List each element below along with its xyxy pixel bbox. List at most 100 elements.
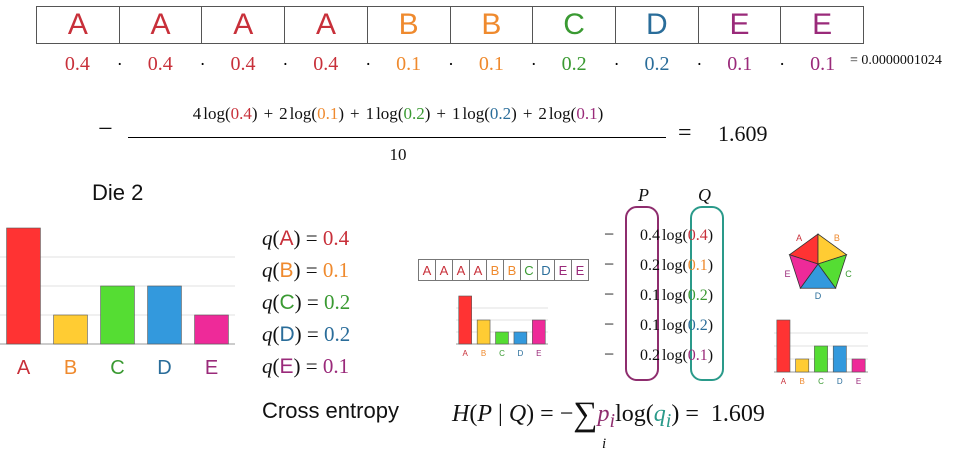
cross-entropy-formula: H(P | Q) = −∑pilog(qi) = 1.609	[452, 396, 765, 433]
q-letter: B	[279, 259, 294, 282]
probability-row: 0.4 · 0.4 · 0.4 · 0.4 · 0.1 · 0.1 · 0.2 · 0.2 · 0.1 · 0.1	[36, 50, 864, 78]
sequence-cell: C	[533, 7, 616, 43]
q-letter: E	[279, 355, 294, 378]
bar-A	[6, 227, 41, 345]
prob-value: 0.1	[396, 53, 422, 75]
pentagon-label: B	[834, 233, 840, 243]
ce-Q: Q	[508, 401, 527, 427]
term-log: log	[462, 104, 485, 123]
term-log: log	[203, 104, 225, 123]
small-seq-cell: A	[453, 260, 470, 280]
prob-cell: 0.4 ·	[284, 50, 371, 78]
bar-C	[100, 285, 135, 345]
q-symbol: q	[262, 322, 273, 346]
q-list: q(A) = 0.4 q(B) = 0.1 q(C) = 0.2 q(D) = 0.2…	[262, 222, 350, 382]
tick-label-E: E	[536, 349, 541, 358]
numerator-term: 2 log(0.1)	[279, 104, 344, 123]
term-prob: 0.4	[230, 104, 252, 123]
small-seq-cell: A	[436, 260, 453, 280]
bar-B	[795, 358, 810, 373]
prob-cell: 0.4 ·	[202, 50, 288, 78]
sequence-cell: A	[120, 7, 203, 43]
multiply-dot: ·	[447, 54, 454, 74]
plus-sign: +	[436, 104, 446, 123]
q-line: q(E) = 0.1	[262, 354, 350, 378]
pq-minus: −	[604, 344, 615, 364]
tick-label-D: D	[518, 349, 524, 358]
prob-value: 0.2	[644, 53, 670, 75]
term-prob: 0.2	[403, 104, 425, 123]
pq-minus: −	[604, 224, 615, 244]
pq-log: log	[662, 257, 683, 274]
die-bar-chart: A B C D E	[0, 227, 235, 379]
pq-q-value: 0.4	[687, 227, 708, 244]
tick-label-E: E	[205, 357, 218, 379]
q-line: q(A) = 0.4	[262, 226, 350, 250]
pq-p-value: 0.2	[640, 257, 660, 274]
bar-E	[851, 358, 866, 373]
q-value: 0.2	[324, 290, 351, 314]
q-letter: D	[279, 323, 295, 346]
ce-minus: −	[559, 401, 574, 427]
pq-q-value: 0.1	[687, 257, 708, 274]
pq-p-value: 0.4	[640, 227, 660, 244]
bar-C	[495, 331, 509, 345]
sequence-cell: E	[699, 7, 782, 43]
ce-log: log	[615, 401, 646, 427]
bar-E	[532, 319, 546, 345]
q-letter: A	[279, 227, 294, 250]
tick-label-E: E	[856, 377, 861, 386]
term-log: log	[548, 104, 571, 123]
sequence-cell: B	[368, 7, 451, 43]
small-seq-cell: A	[470, 260, 487, 280]
tick-label-C: C	[499, 349, 505, 358]
prob-cell: 0.4 ·	[36, 50, 123, 78]
term-prob: 0.1	[576, 104, 598, 123]
q-symbol: q	[262, 290, 273, 314]
q-line: q(D) = 0.2	[262, 322, 351, 346]
q-letter: C	[279, 291, 295, 314]
ce-p-sub: i	[609, 409, 616, 432]
pq-q-value: 0.2	[687, 287, 708, 304]
prob-value: 0.2	[561, 53, 587, 75]
prob-cell: 0.2 ·	[616, 50, 702, 78]
bar-D	[147, 285, 182, 345]
pq-row: −0.2 log(0.1)	[604, 252, 713, 276]
pq-log: log	[662, 227, 683, 244]
pq-minus: −	[604, 314, 615, 334]
term-coef: 4	[192, 104, 202, 123]
q-line: q(C) = 0.2	[262, 290, 351, 314]
p-column-box	[625, 206, 659, 381]
ce-q-sub: i	[665, 409, 672, 432]
multiply-dot: ·	[613, 54, 620, 74]
multiply-dot: ·	[530, 54, 537, 74]
pq-q-value: 0.1	[687, 347, 708, 364]
q-column-box	[690, 206, 724, 381]
ce-eq2: =	[685, 401, 699, 427]
pq-row: −0.2 log(0.1)	[604, 342, 713, 366]
term-coef: 1	[365, 104, 375, 123]
ce-sum: ∑	[573, 396, 598, 433]
numerator-term: 4 log(0.4)	[192, 104, 258, 123]
sequence-cell: D	[616, 7, 699, 43]
term-log: log	[376, 104, 398, 123]
bar-D	[832, 345, 847, 373]
small-seq-cell: A	[419, 260, 436, 280]
plus-sign: +	[522, 104, 533, 123]
q-symbol: q	[262, 354, 273, 378]
small-seq-cell: B	[487, 260, 504, 280]
pentagon-face-E	[788, 254, 819, 290]
tick-label-C: C	[110, 357, 124, 379]
pq-p-value: 0.2	[640, 347, 660, 364]
tick-label-A: A	[781, 377, 787, 386]
product-result: = 0.0000001024	[850, 53, 942, 68]
prob-value: 0.4	[64, 53, 90, 75]
bar-B	[53, 314, 88, 345]
pentagon-label: C	[845, 269, 852, 279]
prob-cell: 0.1	[781, 50, 864, 78]
prob-value: 0.1	[478, 53, 504, 75]
numerator-term: 2 log(0.1)	[538, 104, 604, 123]
prob-cell: 0.1 ·	[450, 50, 537, 78]
prob-value: 0.1	[727, 53, 753, 75]
small-seq-cell: B	[504, 260, 521, 280]
